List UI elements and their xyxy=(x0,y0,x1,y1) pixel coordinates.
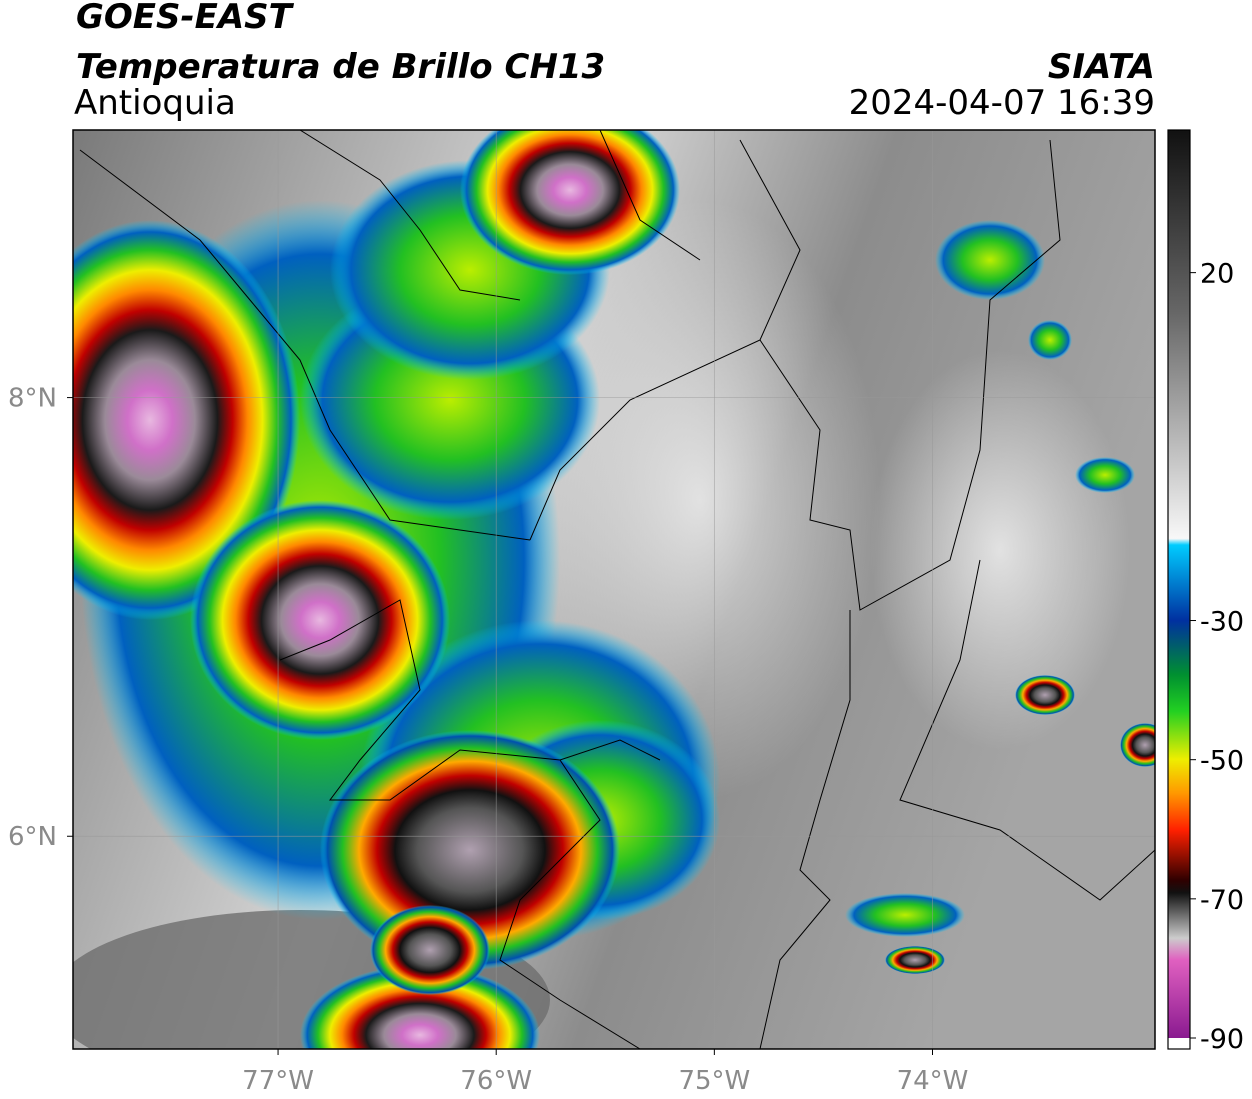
colorbar-tick-label: 20 xyxy=(1200,259,1234,290)
x-tick-label: 74°W xyxy=(897,1066,969,1096)
x-tick-label: 75°W xyxy=(678,1066,750,1096)
colorbar-frame xyxy=(1167,129,1191,1050)
colorbar-tick-label: -30 xyxy=(1200,607,1244,638)
colorbar xyxy=(1168,130,1190,1038)
y-tick-label: 6°N xyxy=(8,822,57,852)
satellite-title: GOES-EAST xyxy=(76,0,295,37)
map-frame xyxy=(72,129,1156,1050)
source-label: SIATA xyxy=(1048,47,1155,87)
x-tick-label: 77°W xyxy=(242,1066,314,1096)
colorbar-tick-label: -90 xyxy=(1200,1024,1244,1055)
y-tick-label: 8°N xyxy=(8,384,57,414)
product-title: Temperatura de Brillo CH13 xyxy=(76,47,605,87)
datetime-label: 2024-04-07 16:39 xyxy=(849,83,1155,123)
graticule xyxy=(73,130,1155,1049)
colorbar-tick-label: -70 xyxy=(1200,885,1244,916)
x-tick-label: 76°W xyxy=(460,1066,532,1096)
region-label: Antioquia xyxy=(74,83,236,123)
colorbar-extension xyxy=(1168,1038,1190,1049)
satellite-image xyxy=(73,130,1155,1049)
colorbar-tick-label: -50 xyxy=(1200,746,1244,777)
